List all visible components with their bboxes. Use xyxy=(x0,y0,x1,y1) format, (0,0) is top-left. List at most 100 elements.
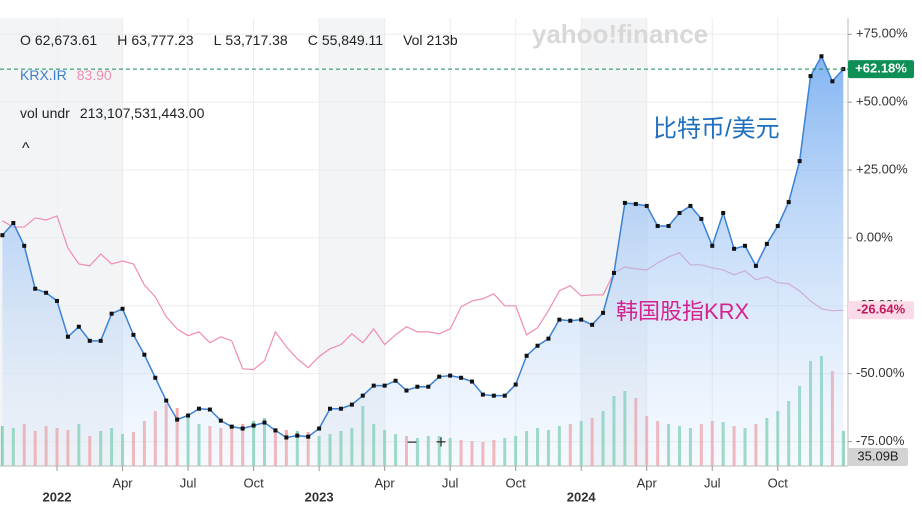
value-badge xyxy=(848,60,914,79)
marker xyxy=(448,373,453,378)
marker xyxy=(404,388,409,393)
marker xyxy=(535,343,540,348)
marker xyxy=(371,383,376,388)
x-tick-label: Oct xyxy=(506,475,527,490)
marker xyxy=(622,200,627,205)
ohlc-label: O xyxy=(20,32,31,48)
watermark: yahoo!finance xyxy=(532,19,708,49)
zoom-in[interactable]: + xyxy=(436,432,447,452)
compare-symbol: KRX.IR xyxy=(20,67,67,83)
marker xyxy=(109,311,114,316)
marker xyxy=(207,407,212,412)
x-tick-label: Jul xyxy=(442,475,459,490)
marker xyxy=(568,318,573,323)
marker xyxy=(601,310,606,315)
ohlc-item: L 53,717.38 xyxy=(214,32,298,48)
marker xyxy=(284,435,289,440)
x-tick-label: Apr xyxy=(375,475,396,490)
marker xyxy=(240,426,245,431)
x-tick-label: 2023 xyxy=(305,489,334,504)
marker xyxy=(611,270,616,275)
marker xyxy=(764,241,769,246)
marker xyxy=(44,290,49,295)
legend-entry: 韩国股指KRX xyxy=(616,299,750,324)
x-tick-label: 2024 xyxy=(567,489,597,504)
vol-value: 213,107,531,443.00 xyxy=(79,105,205,121)
marker xyxy=(229,424,234,429)
marker xyxy=(196,406,201,411)
x-tick-label: Apr xyxy=(637,475,658,490)
marker xyxy=(819,54,824,59)
marker xyxy=(360,393,365,398)
ohlc-label: L xyxy=(213,32,222,48)
marker xyxy=(295,433,300,438)
compare-value: 83.90 xyxy=(76,67,112,83)
zoom-out[interactable]: − xyxy=(407,432,418,452)
marker xyxy=(142,352,147,357)
marker xyxy=(513,382,518,387)
marker xyxy=(65,334,70,339)
x-tick-label: Jul xyxy=(180,475,197,490)
marker xyxy=(753,263,758,268)
x-tick-label: 2022 xyxy=(43,489,72,504)
ohlc-label: C xyxy=(307,32,318,48)
ohlc-item: O 62,673.61 xyxy=(20,32,107,48)
marker xyxy=(120,306,125,311)
marker xyxy=(655,223,660,228)
y-tick-label: 0.00% xyxy=(856,229,893,244)
marker xyxy=(328,406,333,411)
ohlc-value: 63,777.23 xyxy=(131,32,194,48)
value-badge-label: -26.64% xyxy=(857,302,906,317)
marker xyxy=(349,402,354,407)
marker xyxy=(721,210,726,215)
marker xyxy=(393,378,398,383)
marker xyxy=(76,324,81,329)
ohlc-value: 53,717.38 xyxy=(225,32,288,48)
marker xyxy=(306,434,311,439)
marker xyxy=(11,220,16,225)
marker xyxy=(273,428,278,433)
y-tick-label: +25.00% xyxy=(856,161,908,176)
ohlc-label: Vol xyxy=(403,32,423,48)
marker xyxy=(699,216,704,221)
marker xyxy=(382,383,387,388)
marker xyxy=(590,322,595,327)
ohlc-value: 62,673.61 xyxy=(34,32,98,48)
marker xyxy=(480,392,485,397)
marker xyxy=(491,393,496,398)
legend-entry: 比特币/美元 xyxy=(653,115,780,142)
ohlc-row: O 62,673.61 H 63,777.23 L 53,717.38 C 55,849.11… xyxy=(20,32,478,48)
marker xyxy=(98,338,103,343)
x-tick-label: Apr xyxy=(112,475,133,490)
marker xyxy=(415,384,420,389)
x-tick-label: Oct xyxy=(243,475,264,490)
marker xyxy=(688,203,693,208)
x-tick-label: Jul xyxy=(704,475,721,490)
ohlc-item: C 55,849.11 xyxy=(308,32,393,48)
marker xyxy=(743,243,748,248)
marker xyxy=(153,375,158,380)
marker xyxy=(426,384,431,389)
collapse-button[interactable]: ^ xyxy=(22,140,30,157)
ohlc-item: H 63,777.23 xyxy=(117,32,203,48)
marker xyxy=(338,406,343,411)
marker xyxy=(502,393,507,398)
marker xyxy=(524,353,529,358)
marker xyxy=(469,379,474,384)
marker xyxy=(437,374,442,379)
y-tick-label: -50.00% xyxy=(856,365,905,380)
ohlc-label: H xyxy=(117,32,128,48)
marker xyxy=(666,223,671,228)
volume-bar xyxy=(0,426,4,466)
marker xyxy=(797,159,802,164)
marker xyxy=(186,413,191,418)
compare-legend[interactable]: KRX.IR 83.90 xyxy=(20,67,122,83)
marker xyxy=(808,74,813,79)
marker xyxy=(633,201,638,206)
marker xyxy=(579,317,584,322)
marker xyxy=(175,417,180,422)
marker xyxy=(251,423,256,428)
marker xyxy=(0,233,5,238)
